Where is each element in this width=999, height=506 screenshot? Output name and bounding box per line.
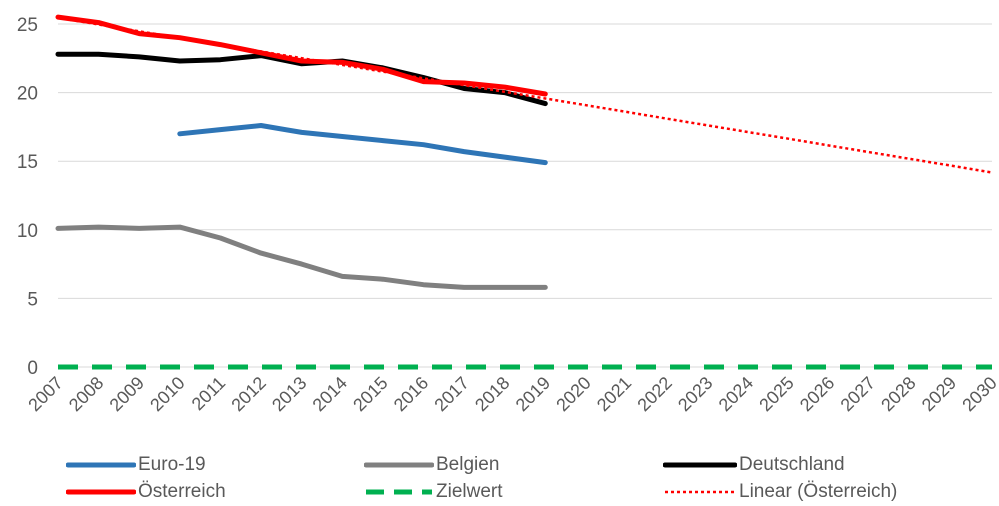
legend-item-deutschland: Deutschland: [663, 452, 845, 478]
x-tick-label: 2018: [471, 373, 513, 415]
series-line-belgien: [55, 224, 548, 290]
x-tick-label: 2021: [593, 373, 635, 415]
x-tick-label: 2027: [837, 373, 879, 415]
y-tick-label: 25: [17, 15, 38, 36]
legend-item-euro19: Euro-19: [66, 452, 206, 478]
series-lines: [55, 14, 993, 370]
legend-label-oesterreich: Österreich: [138, 481, 226, 502]
x-tick-label: 2010: [146, 373, 188, 415]
legend-swatch-deutschland: [663, 462, 737, 468]
y-axis-tick-labels: 0 5 10 15 20 25: [17, 15, 38, 379]
x-tick-label: 2007: [24, 373, 66, 415]
x-tick-label: 2022: [633, 373, 675, 415]
legend-label-deutschland: Deutschland: [739, 454, 845, 475]
y-tick-label: 10: [17, 221, 38, 242]
series-line-österreich: [55, 14, 548, 97]
x-tick-label: 2011: [188, 373, 230, 415]
legend-swatch-belgien: [364, 462, 434, 468]
series-line-linear-österreich: [57, 16, 993, 174]
legend-swatch-zielwert: [366, 489, 432, 495]
legend-swatch-linear-oesterreich: [665, 490, 735, 494]
x-tick-label: 2017: [430, 373, 472, 415]
x-tick-label: 2020: [552, 373, 594, 415]
legend-label-belgien: Belgien: [436, 454, 500, 475]
legend-item-zielwert: Zielwert: [364, 479, 503, 505]
legend-item-oesterreich: Österreich: [66, 479, 226, 505]
x-tick-label: 2025: [755, 373, 797, 415]
legend-item-linear-oesterreich: Linear (Österreich): [663, 479, 897, 505]
legend: Euro-19 Belgien Deutschland Österreich Z…: [0, 448, 999, 506]
legend-swatch-oesterreich: [66, 489, 136, 495]
series-line-deutschland: [55, 51, 548, 107]
y-tick-label: 20: [17, 84, 38, 105]
x-tick-label: 2015: [349, 373, 391, 415]
x-tick-label: 2014: [309, 373, 351, 415]
legend-label-euro19: Euro-19: [138, 454, 206, 475]
x-tick-label: 2019: [512, 373, 554, 415]
x-tick-label: 2028: [877, 373, 919, 415]
x-tick-label: 2030: [958, 373, 999, 415]
x-tick-label: 2012: [227, 373, 269, 415]
x-tick-label: 2024: [715, 373, 757, 415]
x-tick-label: 2023: [674, 373, 716, 415]
legend-item-belgien: Belgien: [364, 452, 499, 478]
x-tick-label: 2016: [390, 373, 432, 415]
x-tick-label: 2013: [268, 373, 310, 415]
x-tick-label: 2029: [918, 373, 960, 415]
y-tick-label: 0: [27, 358, 38, 379]
legend-swatch-euro19: [66, 462, 136, 468]
legend-label-zielwert: Zielwert: [436, 481, 503, 502]
x-tick-label: 2026: [796, 373, 838, 415]
y-tick-label: 15: [17, 152, 38, 173]
x-tick-label: 2009: [106, 373, 148, 415]
legend-label-linear-oesterreich: Linear (Österreich): [739, 481, 898, 502]
x-tick-label: 2008: [65, 373, 107, 415]
y-tick-label: 5: [27, 289, 38, 310]
gridlines: [58, 23, 992, 368]
series-line-euro-19: [177, 123, 548, 166]
